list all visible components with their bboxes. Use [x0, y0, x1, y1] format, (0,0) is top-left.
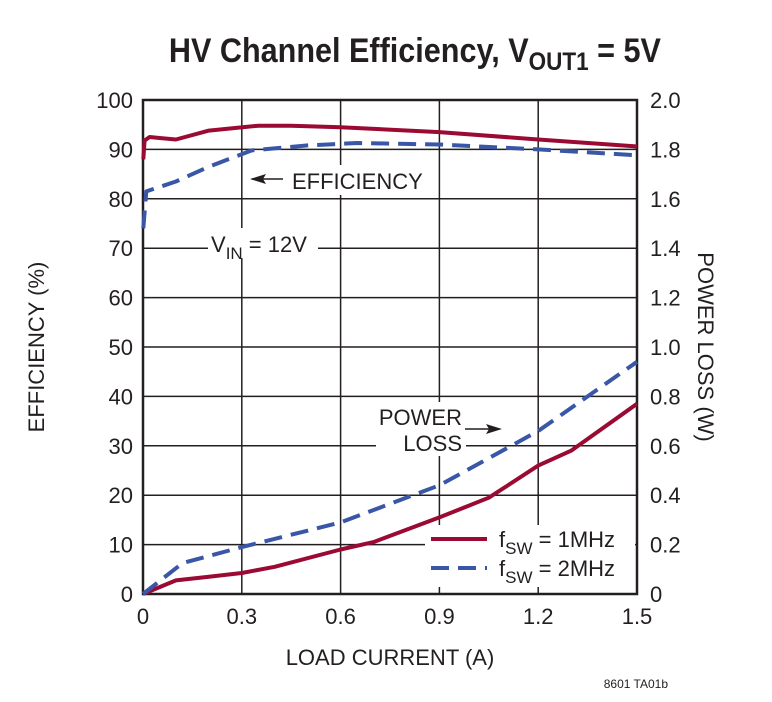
- legend-label: fSW = 1MHz: [499, 527, 615, 558]
- y-tick-label: 40: [109, 384, 133, 409]
- y-tick-label: 80: [109, 187, 133, 212]
- grid: [141, 98, 639, 596]
- svg-text:POWER: POWER: [379, 405, 462, 430]
- y2-tick-label: 0.8: [650, 384, 681, 409]
- y2-tick-label: 1.6: [650, 187, 681, 212]
- annotation-power-loss: POWER LOSS: [376, 402, 502, 456]
- svg-text:EFFICIENCY: EFFICIENCY: [292, 169, 423, 194]
- y-tick-label: 0: [121, 582, 133, 607]
- y-tick-label: 10: [109, 533, 133, 558]
- y-tick-label: 100: [96, 88, 133, 113]
- y-tick-label: 60: [109, 286, 133, 311]
- y2-tick-label: 0: [650, 582, 662, 607]
- annotation-efficiency: EFFICIENCY: [250, 165, 423, 195]
- y2-tick-label: 0.4: [650, 483, 681, 508]
- y-tick-label: 20: [109, 483, 133, 508]
- series-line-power_loss-1mhz: [142, 402, 639, 596]
- footnote: 8601 TA01b: [604, 677, 669, 691]
- y2-tick-label: 0.6: [650, 434, 681, 459]
- series-line-efficiency-1mhz: [141, 123, 638, 160]
- y-tick-label: 90: [109, 137, 133, 162]
- y-tick-label: 50: [109, 335, 133, 360]
- series-line-efficiency-2mhz: [141, 141, 638, 229]
- x-tick-label: 0: [137, 604, 149, 629]
- y2-tick-label: 1.8: [650, 137, 681, 162]
- y2-axis-label: POWER LOSS (W): [693, 252, 718, 441]
- x-tick-label: 1.5: [622, 604, 653, 629]
- y-tick-label: 30: [109, 434, 133, 459]
- x-tick-label: 0.6: [325, 604, 356, 629]
- legend-label: fSW = 2MHz: [499, 556, 615, 587]
- x-axis-label: LOAD CURRENT (A): [286, 645, 495, 670]
- x-tick-label: 0.3: [227, 604, 258, 629]
- chart-title: HV Channel Efficiency, VOUT1 = 5V: [169, 32, 661, 77]
- svg-text:LOSS: LOSS: [403, 431, 462, 456]
- annotation-vin: VIN = 12V: [208, 228, 318, 263]
- y2-tick-label: 2.0: [650, 88, 681, 113]
- x-tick-label: 0.9: [424, 604, 455, 629]
- y2-tick-label: 1.0: [650, 335, 681, 360]
- y2-tick-label: 1.2: [650, 286, 681, 311]
- x-tick-label: 1.2: [523, 604, 554, 629]
- y2-tick-label: 1.4: [650, 236, 681, 261]
- y-tick-label: 70: [109, 236, 133, 261]
- svg-text:VIN = 12V: VIN = 12V: [211, 232, 307, 263]
- y-axis-label: EFFICIENCY (%): [24, 262, 49, 433]
- y2-tick-label: 0.2: [650, 533, 681, 558]
- plot-frame: [141, 98, 639, 596]
